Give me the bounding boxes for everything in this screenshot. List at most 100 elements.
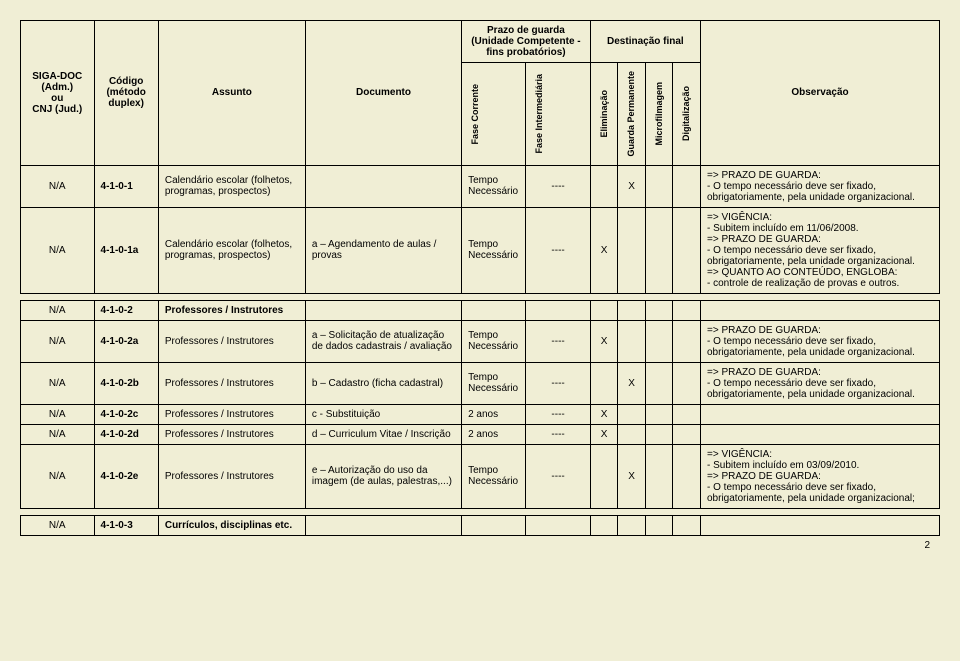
cell-microfilmagem <box>645 207 673 293</box>
cell-fase-intermediaria: ---- <box>526 404 590 424</box>
cell-codigo: 4-1-0-2a <box>94 320 158 362</box>
cell-eliminacao <box>590 300 618 320</box>
cell-digitalizacao <box>673 207 701 293</box>
cell-eliminacao <box>590 362 618 404</box>
cell-assunto: Calendário escolar (folhetos, programas,… <box>158 207 305 293</box>
cell-fase-intermediaria <box>526 300 590 320</box>
cell-microfilmagem <box>645 404 673 424</box>
cell-assunto: Calendário escolar (folhetos, programas,… <box>158 165 305 207</box>
cell-fase-corrente: Tempo Necessário <box>462 165 526 207</box>
hdr-guarda-permanente: Guarda Permanente <box>624 67 638 161</box>
cell-documento: a – Solicitação de atualização de dados … <box>305 320 461 362</box>
cell-observacao <box>701 515 940 535</box>
hdr-fase-corrente: Fase Corrente <box>468 80 482 149</box>
cell-assunto: Professores / Instrutores <box>158 362 305 404</box>
cell-siga: N/A <box>21 207 95 293</box>
cell-siga: N/A <box>21 444 95 508</box>
cell-codigo: 4-1-0-3 <box>94 515 158 535</box>
table-row: N/A4-1-0-2Professores / Instrutores <box>21 300 940 320</box>
cell-assunto: Currículos, disciplinas etc. <box>158 515 305 535</box>
cell-siga: N/A <box>21 424 95 444</box>
cell-digitalizacao <box>673 515 701 535</box>
cell-digitalizacao <box>673 404 701 424</box>
cell-codigo: 4-1-0-2c <box>94 404 158 424</box>
table-row: N/A4-1-0-1aCalendário escolar (folhetos,… <box>21 207 940 293</box>
cell-documento: e – Autorização do uso da imagem (de aul… <box>305 444 461 508</box>
cell-observacao <box>701 404 940 424</box>
table-row: N/A4-1-0-2aProfessores / Instrutoresa – … <box>21 320 940 362</box>
cell-observacao: => PRAZO DE GUARDA: - O tempo necessário… <box>701 165 940 207</box>
cell-microfilmagem <box>645 300 673 320</box>
cell-codigo: 4-1-0-1a <box>94 207 158 293</box>
cell-siga: N/A <box>21 165 95 207</box>
cell-eliminacao <box>590 444 618 508</box>
cell-digitalizacao <box>673 362 701 404</box>
cell-microfilmagem <box>645 424 673 444</box>
cell-fase-corrente: 2 anos <box>462 404 526 424</box>
cell-siga: N/A <box>21 362 95 404</box>
cell-assunto: Professores / Instrutores <box>158 300 305 320</box>
cell-digitalizacao <box>673 320 701 362</box>
cell-observacao: => PRAZO DE GUARDA: - O tempo necessário… <box>701 320 940 362</box>
table-row: N/A4-1-0-1Calendário escolar (folhetos, … <box>21 165 940 207</box>
cell-microfilmagem <box>645 515 673 535</box>
classification-table: SIGA-DOC (Adm.) ou CNJ (Jud.) Código (mé… <box>20 20 940 536</box>
table-row: N/A4-1-0-2dProfessores / Instrutoresd – … <box>21 424 940 444</box>
cell-digitalizacao <box>673 300 701 320</box>
cell-documento <box>305 300 461 320</box>
cell-fase-corrente <box>462 515 526 535</box>
table-row: N/A4-1-0-2eProfessores / Instrutorese – … <box>21 444 940 508</box>
cell-fase-corrente <box>462 300 526 320</box>
cell-documento <box>305 515 461 535</box>
cell-fase-intermediaria: ---- <box>526 444 590 508</box>
cell-microfilmagem <box>645 362 673 404</box>
cell-documento: c - Substituição <box>305 404 461 424</box>
cell-guarda-permanente: X <box>618 362 646 404</box>
cell-microfilmagem <box>645 444 673 508</box>
hdr-fase-intermediaria: Fase Intermediária <box>532 70 546 158</box>
cell-fase-corrente: Tempo Necessário <box>462 362 526 404</box>
cell-assunto: Professores / Instrutores <box>158 424 305 444</box>
cell-codigo: 4-1-0-2d <box>94 424 158 444</box>
cell-codigo: 4-1-0-2e <box>94 444 158 508</box>
cell-guarda-permanente <box>618 404 646 424</box>
cell-microfilmagem <box>645 320 673 362</box>
cell-fase-intermediaria: ---- <box>526 424 590 444</box>
cell-documento: a – Agendamento de aulas / provas <box>305 207 461 293</box>
hdr-destinacao: Destinação final <box>590 21 700 63</box>
cell-fase-intermediaria: ---- <box>526 362 590 404</box>
cell-fase-intermediaria: ---- <box>526 165 590 207</box>
cell-siga: N/A <box>21 515 95 535</box>
cell-assunto: Professores / Instrutores <box>158 320 305 362</box>
cell-documento <box>305 165 461 207</box>
cell-codigo: 4-1-0-2b <box>94 362 158 404</box>
hdr-documento: Documento <box>305 21 461 166</box>
cell-fase-intermediaria <box>526 515 590 535</box>
cell-codigo: 4-1-0-2 <box>94 300 158 320</box>
cell-siga: N/A <box>21 404 95 424</box>
cell-guarda-permanente <box>618 207 646 293</box>
header-row-1: SIGA-DOC (Adm.) ou CNJ (Jud.) Código (mé… <box>21 21 940 63</box>
cell-observacao <box>701 424 940 444</box>
cell-fase-corrente: Tempo Necessário <box>462 207 526 293</box>
cell-digitalizacao <box>673 444 701 508</box>
hdr-microfilmagem: Microfilmagem <box>652 78 666 150</box>
cell-guarda-permanente <box>618 515 646 535</box>
table-row: N/A4-1-0-3Currículos, disciplinas etc. <box>21 515 940 535</box>
cell-observacao: => VIGÊNCIA: - Subitem incluído em 03/09… <box>701 444 940 508</box>
hdr-assunto: Assunto <box>158 21 305 166</box>
cell-documento: b – Cadastro (ficha cadastral) <box>305 362 461 404</box>
cell-observacao: => VIGÊNCIA: - Subitem incluído em 11/06… <box>701 207 940 293</box>
hdr-codigo: Código (método duplex) <box>94 21 158 166</box>
cell-fase-corrente: 2 anos <box>462 424 526 444</box>
hdr-siga: SIGA-DOC (Adm.) ou CNJ (Jud.) <box>21 21 95 166</box>
cell-guarda-permanente: X <box>618 165 646 207</box>
hdr-prazo: Prazo de guarda (Unidade Competente - fi… <box>462 21 591 63</box>
page-number: 2 <box>20 536 940 551</box>
cell-guarda-permanente <box>618 300 646 320</box>
cell-digitalizacao <box>673 165 701 207</box>
cell-siga: N/A <box>21 320 95 362</box>
cell-fase-corrente: Tempo Necessário <box>462 444 526 508</box>
cell-observacao: => PRAZO DE GUARDA: - O tempo necessário… <box>701 362 940 404</box>
hdr-observacao: Observação <box>701 21 940 166</box>
